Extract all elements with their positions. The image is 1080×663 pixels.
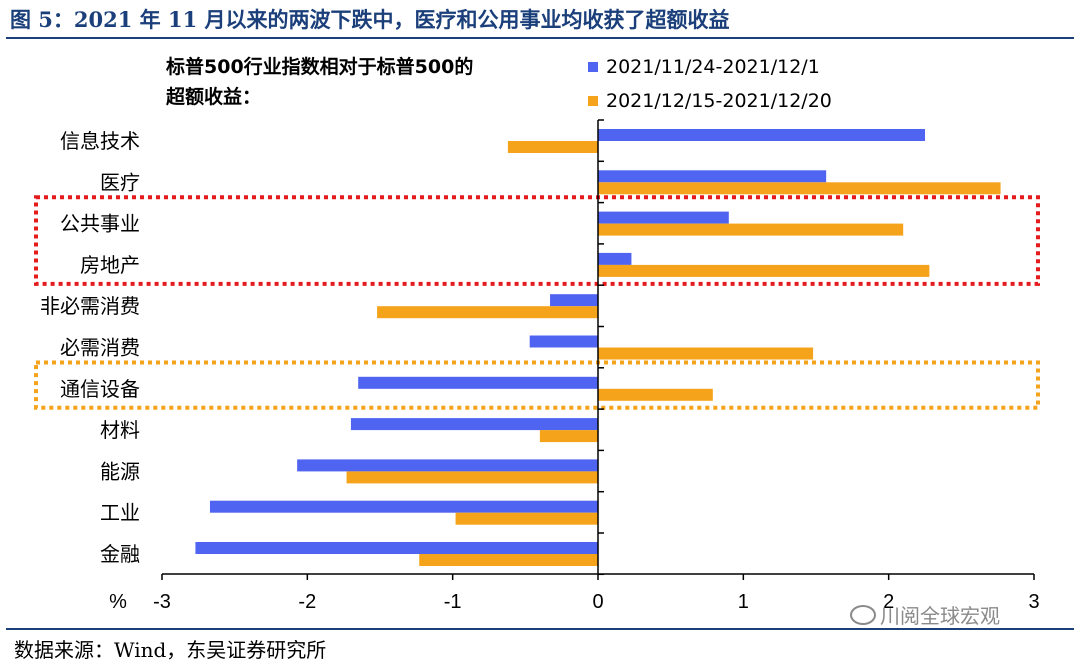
legend-item-series-1: 2021/11/24-2021/12/1 <box>588 50 832 84</box>
bar-series-2-5 <box>377 306 598 319</box>
bar-series-1-7 <box>358 376 598 389</box>
bar-series-1-3 <box>598 211 729 224</box>
category-label-9: 能源 <box>100 459 140 483</box>
watermark: 川阅全球宏观 <box>850 600 1000 629</box>
legend-item-series-2: 2021/12/15-2021/12/20 <box>588 84 832 118</box>
x-tick-label-3: -1 <box>444 591 462 613</box>
bar-series-2-11 <box>419 554 598 566</box>
x-axis-label: % <box>109 591 127 613</box>
x-tick-label-6: 2 <box>883 591 894 613</box>
bar-series-1-2 <box>598 170 827 183</box>
legend-label-series-2: 2021/12/15-2021/12/20 <box>606 90 832 112</box>
bar-series-1-10 <box>209 500 598 513</box>
bar-series-1-8 <box>350 418 598 431</box>
legend-swatch-series-1 <box>588 62 598 72</box>
category-label-5: 非必需消费 <box>40 294 140 318</box>
bar-series-1-5 <box>550 294 598 307</box>
source-note: 数据来源：Wind，东吴证券研究所 <box>14 638 327 662</box>
bar-series-2-2 <box>598 182 1001 195</box>
x-tick-label-5: 1 <box>738 591 749 613</box>
figure-title: 图 5：2021 年 11 月以来的两波下跌中，医疗和公用事业均收获了超额收益 <box>10 7 730 32</box>
bar-series-2-10 <box>455 512 598 525</box>
x-tick-label-1: -3 <box>153 591 171 613</box>
watermark-text: 川阅全球宏观 <box>880 604 1000 628</box>
wechat-icon <box>850 604 876 625</box>
bar-series-1-11 <box>195 542 598 554</box>
category-label-7: 通信设备 <box>60 377 140 401</box>
legend-label-series-1: 2021/11/24-2021/12/1 <box>606 56 820 78</box>
x-tick-label-2: -2 <box>298 591 316 613</box>
category-label-11: 金融 <box>100 542 140 566</box>
category-label-1: 信息技术 <box>60 129 140 153</box>
bar-series-2-1 <box>507 141 598 153</box>
bar-series-2-7 <box>598 388 713 401</box>
bar-series-2-6 <box>598 347 814 360</box>
category-label-4: 房地产 <box>80 253 140 277</box>
x-tick-label-4: 0 <box>592 591 603 613</box>
legend-swatch-series-2 <box>588 96 598 106</box>
bar-series-2-4 <box>598 264 930 277</box>
bar-series-2-3 <box>598 223 904 236</box>
category-label-6: 必需消费 <box>60 336 140 360</box>
legend: 2021/11/24-2021/12/1 2021/12/15-2021/12/… <box>588 50 832 118</box>
bar-series-1-4 <box>598 252 632 265</box>
title-divider <box>6 37 1074 39</box>
x-tick-label-7: 3 <box>1028 591 1039 613</box>
bar-series-1-6 <box>529 335 598 348</box>
category-label-2: 医疗 <box>100 170 140 194</box>
chart-title: 标普500行业指数相对于标普500的超额收益： <box>166 56 474 108</box>
bar-series-1-1 <box>598 129 925 141</box>
category-label-8: 材料 <box>100 418 140 442</box>
bar-series-1-9 <box>297 459 598 472</box>
source-divider <box>6 628 1074 630</box>
category-label-10: 工业 <box>100 501 140 525</box>
category-label-3: 公共事业 <box>60 212 140 236</box>
bar-series-2-9 <box>346 471 598 484</box>
highlight-box-2 <box>34 360 1040 410</box>
bar-series-2-8 <box>539 430 598 443</box>
